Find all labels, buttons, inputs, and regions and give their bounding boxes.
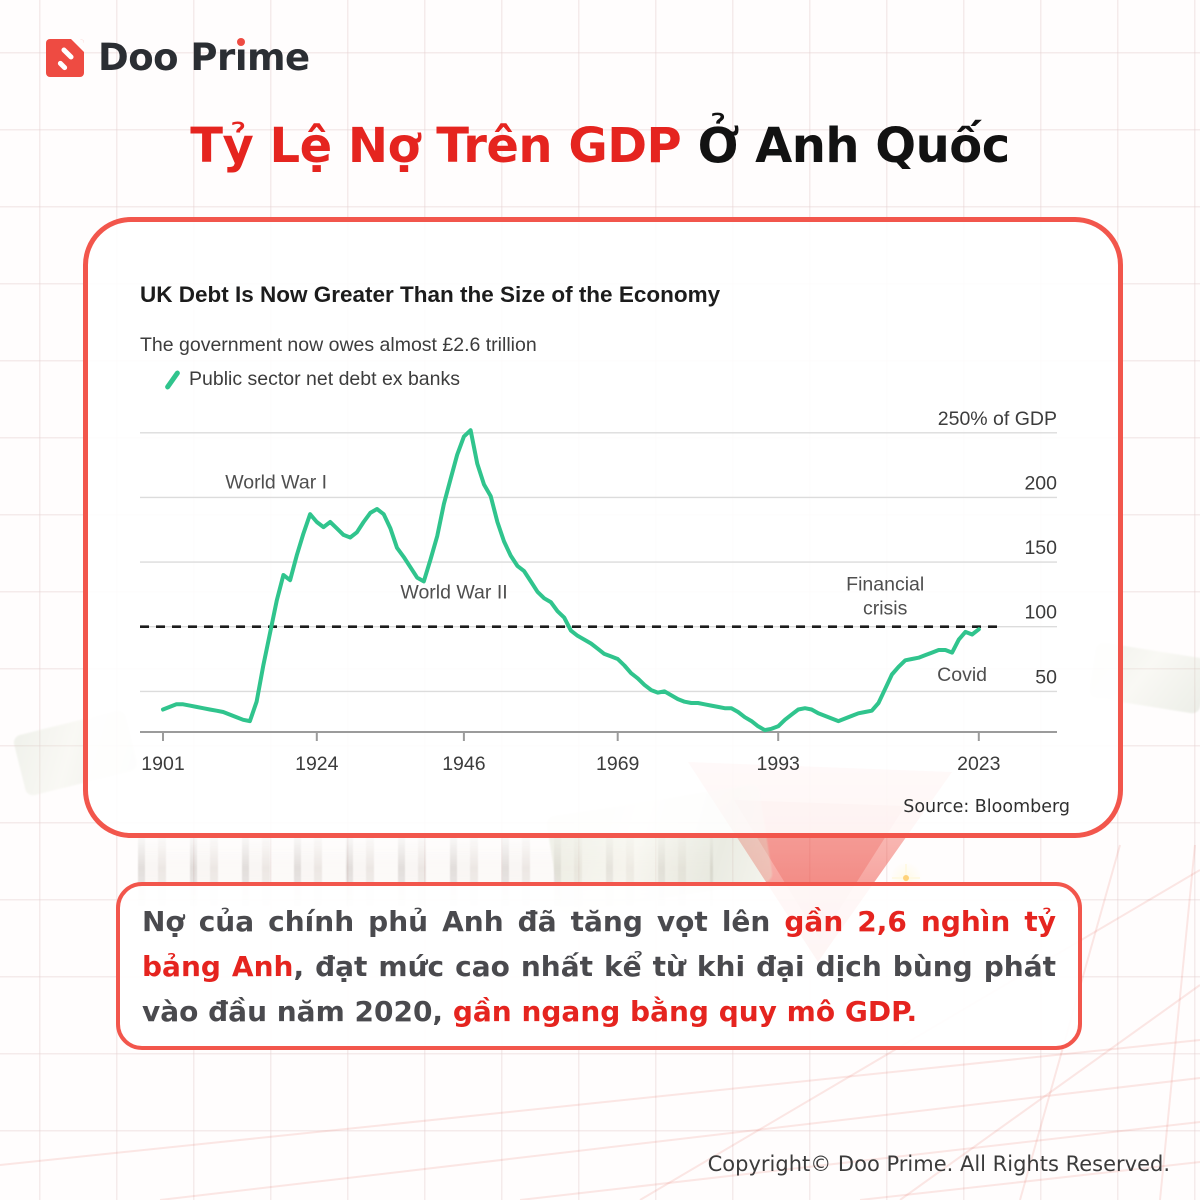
chart-annotation: World War I — [225, 471, 327, 493]
chart-card: 250% of GDP 200 150 100 50 1901 1924 1946 1969 19… — [83, 217, 1123, 838]
y-axis-label: 150 — [1024, 537, 1057, 559]
brand-name: Doo Prı me — [98, 36, 310, 79]
x-axis-label: 1901 — [141, 753, 184, 775]
brand-name-part: me — [247, 36, 310, 79]
page-title-black: Ở Anh Quốc — [681, 118, 1010, 174]
doo-prime-logo-icon — [46, 38, 84, 77]
perspective-grid-lines — [0, 844, 1200, 1200]
summary-text: Nợ của chính phủ Anh đã tăng vọt lên gần… — [120, 886, 1078, 1047]
logo-notch — [71, 38, 84, 52]
copyright-text: Copyright© Doo Prime. All Rights Reserve… — [707, 1152, 1170, 1176]
logo-bar — [56, 59, 69, 71]
brand-name-part: Doo Pr — [98, 36, 235, 79]
x-axis-label: 1969 — [596, 753, 639, 775]
legend-label: Public sector net debt ex banks — [189, 368, 460, 390]
red-i-dot-icon — [236, 38, 245, 46]
chart-legend: Public sector net debt ex banks — [164, 368, 460, 391]
y-axis-label: 200 — [1024, 472, 1057, 494]
page-title: Tỷ Lệ Nợ Trên GDP Ở Anh Quốc — [0, 118, 1200, 174]
y-axis-label: 250% of GDP — [938, 408, 1057, 430]
x-axis-label: 1993 — [757, 753, 800, 775]
summary-segment: Nợ của chính phủ Anh đã tăng vọt lên — [142, 905, 785, 938]
chart-subtitle: The government now owes almost £2.6 tril… — [140, 334, 537, 356]
chart-annotation: Covid — [937, 664, 987, 686]
x-axis-label: 1924 — [295, 753, 339, 775]
summary-segment: gần 2,6 nghìn tỷ bảng Anh — [142, 905, 1057, 983]
brand-letter-i: ı — [234, 36, 248, 79]
y-axis-label: 100 — [1024, 602, 1057, 624]
debt-line-series — [161, 428, 981, 733]
x-axis-label: 2023 — [957, 753, 1000, 775]
chart-title: UK Debt Is Now Greater Than the Size of … — [140, 282, 721, 307]
summary-segment: , đạt mức cao nhất kể từ khi đại dịch bù… — [142, 950, 1056, 1028]
chart-annotation: Financial crisis — [846, 574, 924, 620]
summary-segment: gần ngang bằng quy mô GDP. — [452, 995, 918, 1028]
x-axis-label: 1946 — [442, 753, 485, 775]
y-axis-label: 50 — [1035, 666, 1057, 688]
summary-callout: Nợ của chính phủ Anh đã tăng vọt lên gần… — [116, 882, 1082, 1050]
chart-annotation: World War II — [400, 581, 507, 603]
page-title-red: Tỷ Lệ Nợ Trên GDP — [190, 118, 682, 174]
uk-debt-line-chart: 250% of GDP 200 150 100 50 1901 1924 1946 1969 19… — [140, 408, 1057, 775]
chart-source: Source: Bloomberg — [903, 797, 1070, 817]
doo-prime-brand: Doo Prı me — [46, 36, 310, 79]
